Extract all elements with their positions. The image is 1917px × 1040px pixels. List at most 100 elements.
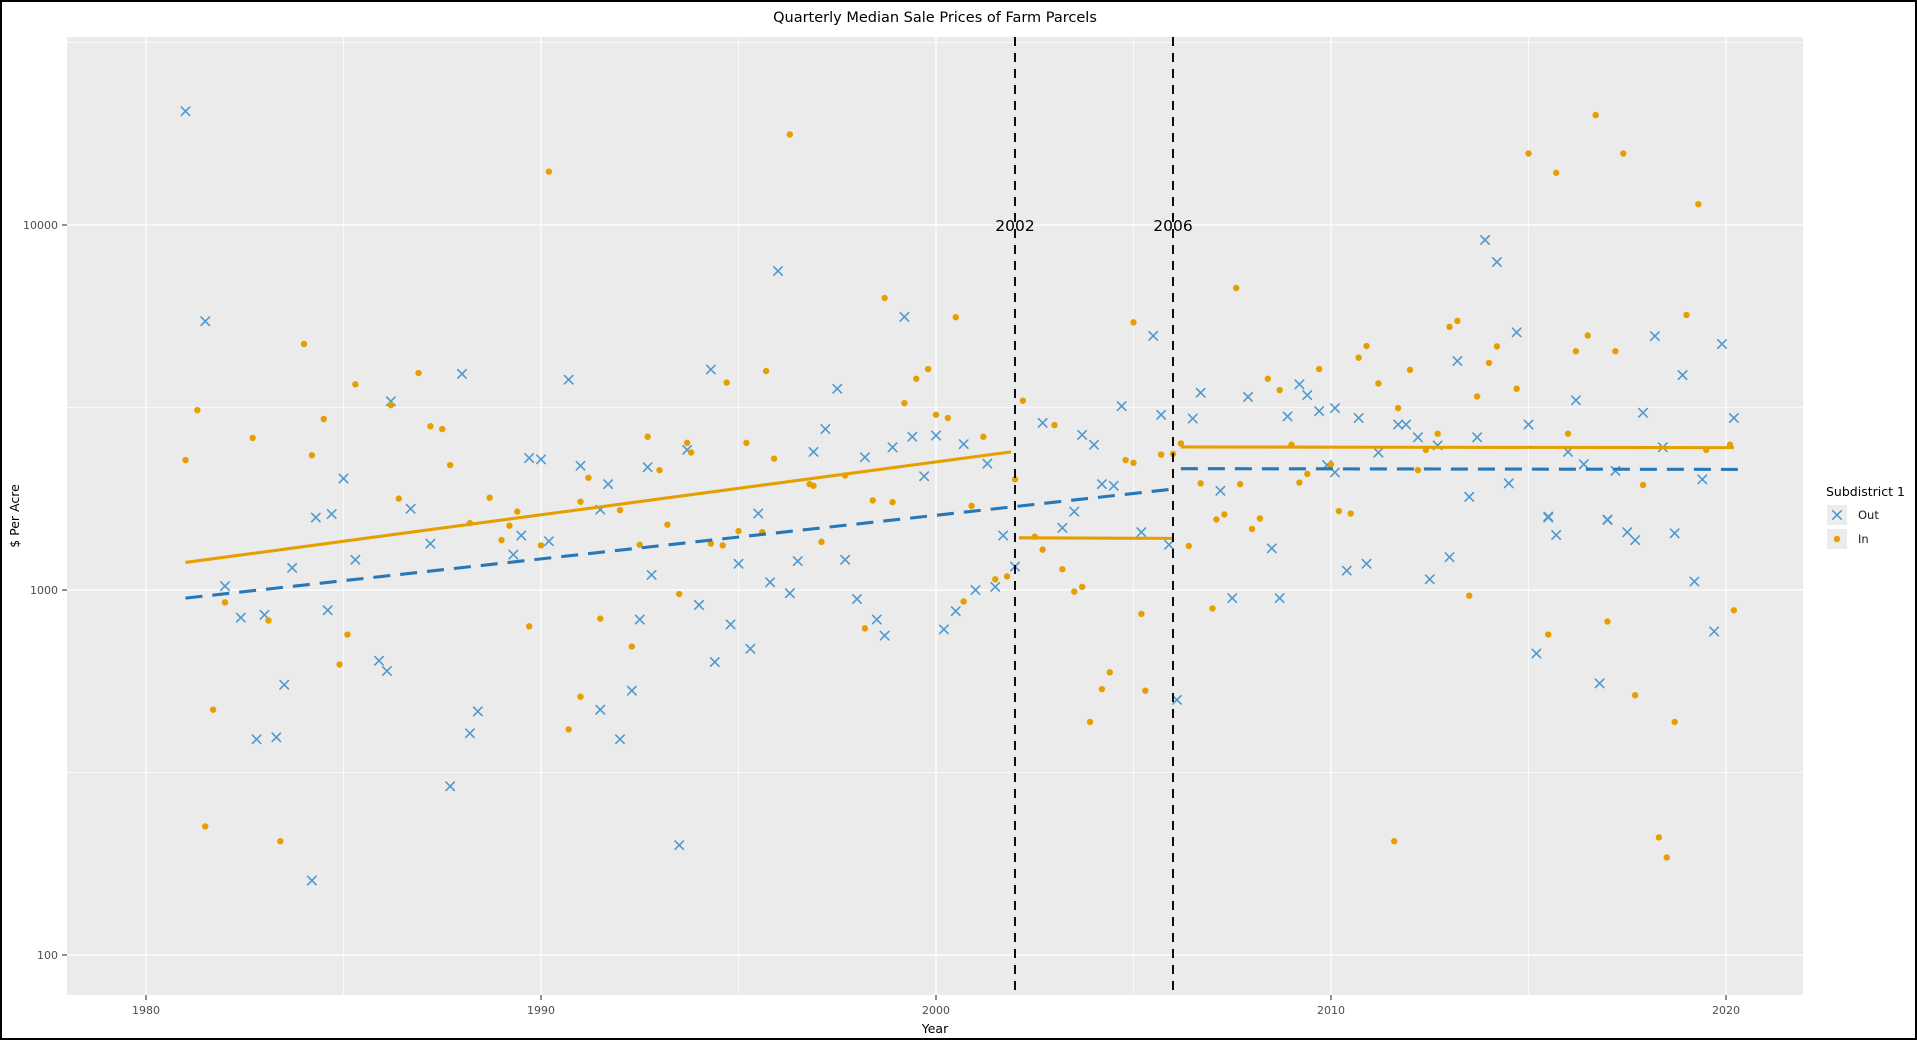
legend-item-in: In — [1827, 529, 1869, 549]
dot-marker — [265, 617, 272, 624]
x-marker — [374, 655, 385, 666]
dot-marker — [1019, 397, 1027, 404]
x-marker — [1329, 403, 1340, 414]
x-marker — [1594, 678, 1605, 689]
dot-marker — [1695, 201, 1702, 208]
dot-marker — [1355, 354, 1362, 361]
x-marker — [958, 439, 969, 450]
x-marker — [1728, 412, 1739, 423]
dot-marker — [395, 495, 402, 502]
x-marker — [784, 588, 795, 599]
x-marker — [1697, 474, 1708, 485]
x-marker — [753, 508, 764, 519]
x-tick-label: 1980 — [132, 1004, 160, 1017]
x-marker — [1274, 593, 1285, 604]
trend-segment — [1180, 467, 1738, 471]
y-tick-label: 10000 — [23, 219, 58, 232]
vline-label-2006: 2006 — [1153, 217, 1192, 235]
dot-marker — [1177, 440, 1185, 447]
dot-marker — [818, 538, 825, 546]
dot-marker — [735, 527, 742, 535]
x-tick-label: 2000 — [922, 1004, 950, 1017]
dot-marker — [743, 439, 750, 447]
dot-marker — [1304, 470, 1311, 478]
dot-marker — [565, 726, 572, 733]
x-axis-title: Year — [921, 1021, 949, 1036]
dot-marker — [913, 375, 920, 382]
dot-marker — [1051, 421, 1058, 429]
x-marker — [1096, 479, 1107, 490]
x-marker — [1630, 535, 1641, 546]
x-marker — [535, 454, 547, 465]
x-marker — [425, 538, 436, 549]
dot-marker — [1142, 687, 1149, 694]
dot-marker — [387, 401, 395, 409]
x-marker — [1444, 552, 1455, 563]
dot-marker — [1011, 476, 1019, 483]
x-marker — [634, 614, 645, 625]
dot-marker — [1185, 542, 1193, 550]
x-marker — [516, 530, 527, 541]
dot-marker — [1213, 516, 1220, 523]
x-marker — [279, 679, 290, 690]
dot-marker — [1604, 618, 1611, 625]
dot-marker — [202, 823, 209, 830]
x-marker — [350, 554, 361, 565]
dot-marker — [762, 367, 770, 375]
x-marker — [575, 460, 586, 471]
trend-out — [185, 467, 1738, 600]
dot-marker — [1078, 583, 1086, 591]
dot-marker — [344, 631, 351, 638]
trend-in — [185, 445, 1734, 564]
vline-label-2002: 2002 — [995, 217, 1034, 235]
legend-label-in: In — [1858, 532, 1869, 546]
x-marker — [1669, 528, 1680, 539]
x-marker — [1511, 327, 1522, 338]
x-marker — [1543, 511, 1554, 522]
x-marker — [808, 446, 819, 457]
dot-marker — [1248, 525, 1256, 533]
x-marker — [1171, 694, 1182, 705]
x-marker — [1578, 459, 1589, 470]
x-marker — [693, 599, 705, 610]
dot-marker — [1572, 348, 1580, 355]
x-marker — [1570, 395, 1581, 406]
dot-marker — [1296, 479, 1303, 486]
dot-marker — [1663, 854, 1670, 861]
dot-marker — [952, 313, 959, 321]
trend-segment — [185, 450, 1012, 564]
x-marker — [674, 840, 685, 851]
x-marker — [1243, 391, 1254, 402]
x-marker — [1156, 409, 1167, 420]
x-marker — [733, 558, 744, 569]
dot-marker — [656, 466, 663, 474]
dot-marker — [415, 369, 422, 377]
dot-marker — [1003, 573, 1011, 580]
x-marker — [1480, 234, 1491, 245]
dot-marker — [1414, 466, 1422, 474]
x-marker — [1531, 648, 1542, 659]
dot-marker — [676, 590, 683, 598]
dot-marker — [1363, 342, 1370, 350]
x-marker — [871, 614, 882, 625]
dot-marker — [1394, 404, 1402, 412]
x-marker — [310, 512, 321, 523]
dot-marker — [1545, 631, 1552, 638]
dot-marker — [1315, 365, 1323, 373]
legend-label-out: Out — [1858, 508, 1879, 522]
dot-marker — [1059, 566, 1066, 573]
x-marker — [1037, 417, 1048, 428]
trend-lines — [185, 445, 1738, 600]
x-marker — [1464, 491, 1475, 502]
x-marker — [899, 311, 910, 322]
dot-marker — [585, 474, 592, 481]
dot-marker — [932, 411, 940, 418]
legend-title: Subdistrict 1 — [1826, 484, 1905, 499]
x-marker — [1069, 506, 1080, 517]
x-marker — [859, 452, 870, 463]
x-marker — [1187, 413, 1198, 424]
x-marker — [792, 556, 803, 567]
dot-marker — [1485, 359, 1493, 367]
